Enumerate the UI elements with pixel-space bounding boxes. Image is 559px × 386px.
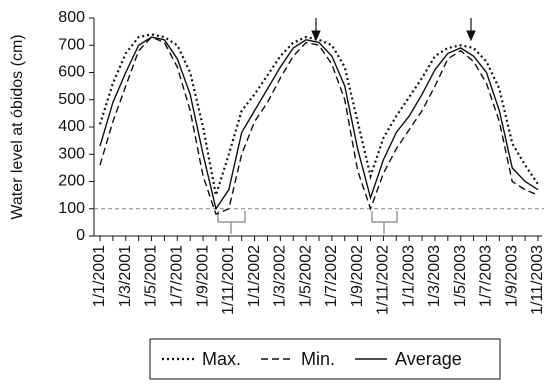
x-tick-label: 1/7/2003 [478, 245, 495, 307]
x-tick-label: 1/1/2001 [91, 245, 108, 307]
x-tick-label: 1/9/2002 [349, 245, 366, 307]
y-tick-label: 400 [58, 118, 85, 135]
x-tick-label: 1/1/2003 [400, 245, 417, 307]
x-tick-label: 1/11/2002 [375, 245, 392, 315]
y-tick-label: 800 [58, 9, 85, 26]
y-tick-label: 200 [58, 173, 85, 190]
x-tick-label: 1/5/2002 [297, 245, 314, 307]
legend-label: Max. [202, 349, 241, 369]
y-tick-label: 100 [58, 200, 85, 217]
y-tick-label: 700 [58, 36, 85, 53]
y-tick-label: 300 [58, 145, 85, 162]
peak-arrows [311, 18, 476, 42]
x-tick-label: 1/3/2001 [117, 245, 134, 307]
x-tick-label: 1/3/2003 [426, 245, 443, 307]
x-tick-label: 1/7/2002 [323, 245, 340, 307]
x-tick-label: 1/5/2001 [143, 245, 160, 307]
y-tick-label: 0 [76, 227, 85, 244]
legend-label: Average [395, 349, 462, 369]
legend-label: Min. [301, 349, 335, 369]
x-tick-label: 1/3/2002 [272, 245, 289, 307]
series-line [99, 36, 539, 211]
minimum-brackets [217, 211, 398, 234]
x-tick-label: 1/11/2003 [529, 245, 546, 315]
legend-box [149, 338, 501, 380]
x-tick-label: 1/9/2001 [194, 245, 211, 307]
x-tick-label: 1/5/2003 [452, 245, 469, 307]
x-tick-label: 1/7/2001 [169, 245, 186, 307]
series-line [99, 36, 539, 216]
x-tick-label: 1/11/2001 [220, 245, 237, 315]
x-tick-label: 1/9/2003 [503, 245, 520, 307]
y-tick-label: 500 [58, 91, 85, 108]
series-line [98, 33, 539, 196]
x-tick-label: 1/1/2002 [246, 245, 263, 307]
y-tick-label: 600 [58, 64, 85, 81]
y-axis-label: Water level at óbidos (cm) [9, 34, 26, 219]
